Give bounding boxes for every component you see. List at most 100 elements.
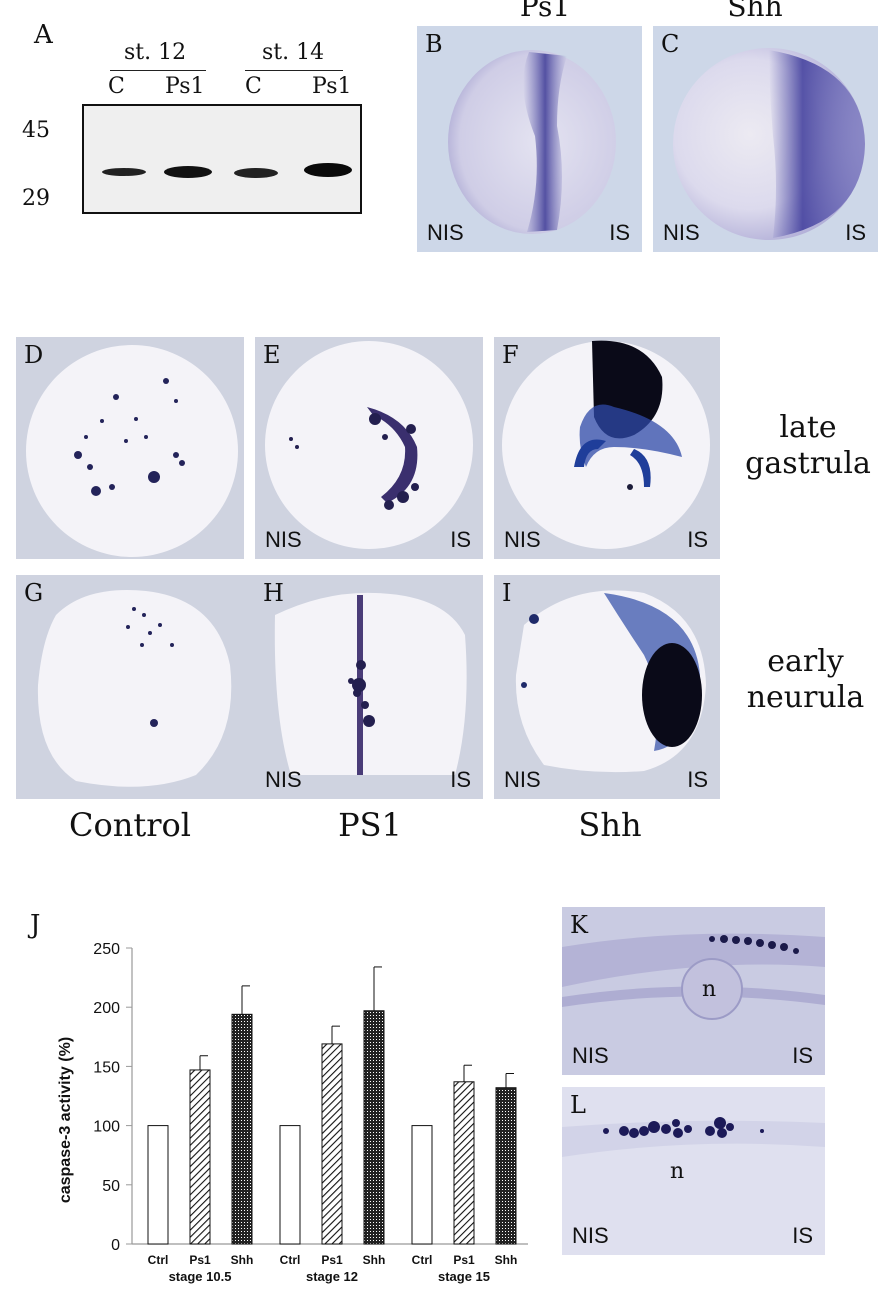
bar-shh — [363, 1010, 385, 1245]
category-label: Ctrl — [412, 1253, 433, 1267]
panel-letter-g: G — [24, 579, 44, 607]
panel-letter-a: A — [34, 20, 53, 50]
embryo-c — [673, 48, 865, 240]
embryo-b — [448, 50, 616, 234]
bar-ps1 — [189, 1069, 211, 1245]
bar-ctrl — [279, 1125, 301, 1245]
y-tick-label: 50 — [102, 1178, 120, 1195]
panel-d: D — [16, 337, 244, 559]
panel-letter-h: H — [263, 579, 284, 607]
lane-label-c2: C — [245, 74, 262, 99]
is-label-i: IS — [687, 767, 708, 792]
panel-f: F NIS IS — [494, 337, 720, 559]
is-label-c: IS — [845, 220, 866, 245]
nis-label-c: NIS — [663, 220, 700, 245]
panel-l: L n NIS IS — [562, 1087, 825, 1255]
panel-letter-f: F — [502, 341, 519, 369]
section-l — [562, 1117, 825, 1157]
is-label-b: IS — [609, 220, 630, 245]
marker-45: 45 — [22, 118, 50, 143]
embryo-f — [502, 340, 710, 549]
row-label-neurula: neurula — [746, 680, 865, 715]
column-label-shh: Shh — [578, 806, 642, 844]
bar-ctrl — [147, 1125, 169, 1245]
stage-label: stage 10.5 — [169, 1269, 232, 1284]
caspase-chart: caspase-3 activity (%) 0 50 100 150 200 250 Ct… — [57, 941, 528, 1284]
blot-bands — [102, 163, 352, 178]
nis-label-h: NIS — [265, 767, 302, 792]
panel-letter-d: D — [24, 341, 44, 369]
embryo-g — [37, 590, 232, 787]
header-shh: Shh — [727, 0, 783, 23]
row-label-gastrula: gastrula — [745, 446, 871, 481]
embryo-e — [265, 341, 473, 549]
panel-letter-k: K — [570, 911, 588, 939]
nis-label-b: NIS — [427, 220, 464, 245]
y-tick-label: 150 — [93, 1059, 120, 1076]
is-label-h: IS — [450, 767, 471, 792]
stage-underline-12 — [110, 70, 206, 71]
category-label: Ctrl — [148, 1253, 169, 1267]
stage-label-12: st. 12 — [124, 40, 187, 65]
panel-c: C NIS IS — [653, 26, 878, 252]
bar-ctrl — [411, 1125, 433, 1245]
panel-letter-i: I — [502, 579, 512, 607]
nis-label-l: NIS — [572, 1223, 609, 1248]
nis-label-e: NIS — [265, 527, 302, 552]
category-label: Ctrl — [280, 1253, 301, 1267]
panel-e: E NIS IS — [255, 337, 483, 559]
bar-shh — [231, 1013, 253, 1245]
lane-label-c1: C — [108, 74, 125, 99]
bar-shh — [495, 1087, 517, 1245]
lane-label-ps1-2: Ps1 — [312, 74, 352, 99]
category-label: Ps1 — [453, 1253, 475, 1267]
y-tick-label: 250 — [93, 941, 120, 958]
stage-label: stage 12 — [306, 1269, 358, 1284]
stage-underline-14 — [245, 70, 343, 71]
column-label-ps1: PS1 — [338, 806, 402, 844]
western-blot — [82, 104, 362, 214]
row-label-late-gastrula: late gastrula — [735, 410, 881, 482]
y-axis-label: caspase-3 activity (%) — [57, 1037, 74, 1203]
column-label-control: Control — [68, 806, 191, 844]
panel-letter-j: J — [30, 910, 41, 940]
panel-k: K n NIS IS — [562, 907, 825, 1075]
bar-ps1 — [453, 1081, 475, 1245]
nis-label-f: NIS — [504, 527, 541, 552]
section-k — [562, 933, 825, 1020]
panel-letter-e: E — [263, 341, 281, 369]
nis-label-i: NIS — [504, 767, 541, 792]
row-label-late: late — [779, 410, 837, 445]
header-ps1: Ps1 — [519, 0, 571, 23]
panel-i: I NIS IS — [494, 575, 720, 799]
panel-letter-b: B — [425, 30, 443, 58]
panel-h: H NIS IS — [255, 575, 483, 799]
y-tick-label: 200 — [93, 1000, 120, 1017]
notochord-label-k: n — [702, 977, 717, 1002]
panel-letter-l: L — [570, 1091, 586, 1119]
marker-29: 29 — [22, 186, 50, 211]
category-label: Shh — [363, 1253, 386, 1267]
nis-label-k: NIS — [572, 1043, 609, 1068]
lane-label-ps1-1: Ps1 — [165, 74, 205, 99]
panel-g: G — [16, 575, 266, 799]
row-label-early: early — [767, 644, 844, 679]
row-label-early-neurula: early neurula — [730, 644, 881, 716]
notochord-label-l: n — [670, 1159, 685, 1184]
embryo-d — [26, 345, 238, 557]
is-label-l: IS — [792, 1223, 813, 1248]
is-label-k: IS — [792, 1043, 813, 1068]
panel-letter-c: C — [661, 30, 680, 58]
is-label-f: IS — [687, 527, 708, 552]
stage-label-14: st. 14 — [262, 40, 325, 65]
bar-ps1 — [321, 1043, 343, 1245]
y-tick-label: 0 — [111, 1237, 120, 1254]
category-label: Shh — [231, 1253, 254, 1267]
category-label: Ps1 — [321, 1253, 343, 1267]
category-label: Ps1 — [189, 1253, 211, 1267]
is-label-e: IS — [450, 527, 471, 552]
panel-b: B NIS IS — [417, 26, 642, 252]
category-label: Shh — [495, 1253, 518, 1267]
embryo-i — [515, 590, 706, 773]
y-tick-label: 100 — [93, 1119, 120, 1136]
